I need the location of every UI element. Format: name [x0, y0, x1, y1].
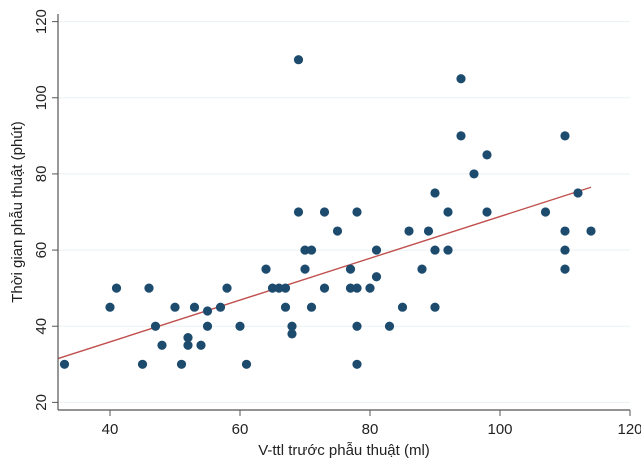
data-point-49: [430, 188, 440, 198]
data-point-17: [235, 321, 245, 331]
data-point-50: [430, 245, 440, 255]
data-point-28: [300, 264, 310, 274]
data-point-19: [261, 264, 271, 274]
data-point-9: [183, 340, 193, 350]
data-point-5: [150, 321, 161, 331]
data-point-4: [144, 283, 154, 293]
data-point-41: [365, 283, 375, 293]
data-point-56: [469, 169, 479, 179]
data-point-45: [397, 302, 408, 312]
data-point-16: [222, 283, 232, 293]
x-tick-label-40: 40: [102, 421, 119, 438]
y-tick-label-100: 100: [33, 85, 50, 110]
x-axis-title: V-ttl trước phẫu thuật (ml): [258, 442, 430, 459]
data-point-15: [215, 302, 226, 312]
x-tick-label-100: 100: [487, 421, 512, 438]
y-tick-label-20: 20: [33, 394, 50, 411]
data-point-52: [443, 245, 453, 255]
data-point-53: [443, 207, 453, 217]
y-tick-label-60: 60: [33, 242, 50, 259]
data-point-24: [287, 329, 297, 339]
data-point-55: [456, 131, 466, 141]
data-point-63: [560, 264, 570, 274]
fit-line: [57, 186, 592, 360]
data-point-12: [196, 340, 206, 350]
data-point-26: [293, 55, 304, 65]
y-tick-label-120: 120: [33, 9, 50, 34]
data-point-37: [352, 283, 362, 293]
data-point-48: [423, 226, 434, 236]
data-point-7: [170, 302, 180, 312]
y-tick-label-80: 80: [33, 166, 50, 183]
data-point-59: [540, 207, 551, 217]
data-point-23: [280, 283, 291, 293]
data-point-8: [176, 359, 187, 369]
data-point-22: [280, 302, 291, 312]
x-tick-label-120: 120: [617, 421, 641, 438]
data-point-1: [105, 302, 115, 312]
data-point-25: [287, 321, 297, 331]
data-point-36: [345, 283, 356, 293]
data-point-40: [352, 207, 362, 217]
points-layer: [59, 55, 596, 369]
data-point-33: [319, 283, 330, 293]
data-point-39: [352, 321, 362, 331]
data-point-38: [352, 359, 362, 369]
data-point-60: [560, 131, 570, 141]
y-axis-title: Thời gian phẫu thuật (phút): [9, 121, 26, 303]
data-point-2: [111, 283, 122, 293]
data-point-58: [482, 150, 492, 160]
data-point-43: [371, 245, 382, 255]
data-point-29: [300, 245, 310, 255]
data-point-42: [371, 272, 382, 282]
data-point-65: [586, 226, 596, 236]
data-point-51: [430, 302, 440, 312]
data-point-14: [202, 306, 213, 316]
data-point-47: [417, 264, 427, 274]
data-point-18: [241, 359, 252, 369]
data-point-64: [573, 188, 583, 198]
data-point-62: [560, 245, 570, 255]
data-point-61: [560, 226, 570, 236]
data-point-44: [384, 321, 395, 331]
data-point-13: [202, 321, 213, 331]
data-point-57: [482, 207, 492, 217]
data-point-30: [306, 245, 317, 255]
axes-layer: 20 40 60 80 100 120 40 60 80 100 120: [33, 9, 641, 438]
x-tick-label-80: 80: [362, 421, 379, 438]
fit-line-layer: [57, 186, 592, 360]
data-point-54: [456, 74, 466, 84]
data-point-34: [332, 226, 343, 236]
data-point-21: [274, 283, 284, 293]
data-point-3: [137, 359, 148, 369]
data-point-10: [183, 333, 193, 343]
data-point-31: [306, 302, 317, 312]
data-point-46: [404, 226, 414, 236]
data-point-20: [267, 283, 278, 293]
data-point-11: [189, 302, 200, 312]
y-tick-label-40: 40: [33, 318, 50, 335]
data-point-0: [59, 359, 70, 369]
x-tick-label-60: 60: [232, 421, 249, 438]
data-point-35: [345, 264, 356, 274]
data-point-6: [157, 340, 167, 350]
data-point-27: [293, 207, 304, 217]
data-point-32: [319, 207, 330, 217]
